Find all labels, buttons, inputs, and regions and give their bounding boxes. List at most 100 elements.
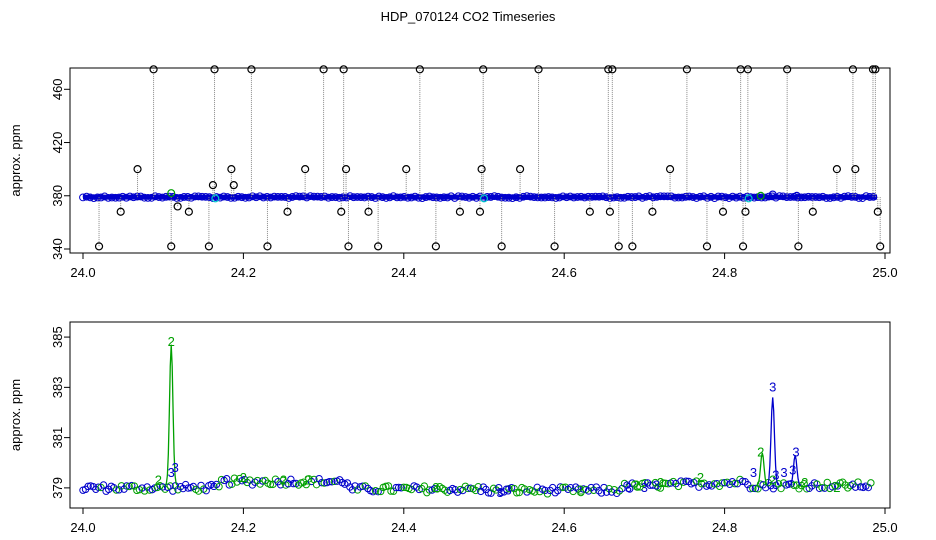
spike-point: [614, 242, 623, 251]
baseline-point: [616, 193, 625, 202]
baseline-point: [717, 192, 726, 201]
point-label-2: 2: [280, 472, 287, 487]
y-tick-label: 380: [50, 185, 65, 207]
spike-point: [628, 242, 637, 251]
y-axis-label: approx. ppm: [8, 379, 23, 451]
highlight-point: [211, 194, 220, 203]
point-label-3: 3: [772, 467, 779, 482]
baseline-point: [867, 479, 875, 487]
baseline-point: [364, 484, 372, 493]
baseline-point: [361, 482, 370, 490]
baseline-point: [490, 192, 499, 201]
baseline-point: [587, 483, 595, 492]
point-label-2: 2: [304, 472, 311, 487]
highlight-point: [167, 189, 176, 198]
baseline-point: [234, 192, 243, 201]
baseline-point: [271, 475, 280, 483]
spike-point: [374, 242, 383, 251]
baseline-point: [615, 487, 624, 495]
y-tick-label: 340: [50, 238, 65, 260]
spike-point: [283, 207, 292, 216]
spike-point: [344, 242, 353, 251]
point-label-3: 3: [780, 465, 787, 480]
baseline-point: [223, 475, 231, 483]
x-tick-label: 24.8: [712, 265, 737, 280]
baseline-point: [718, 479, 726, 487]
baseline-point: [122, 482, 131, 490]
point-label-2: 2: [697, 470, 704, 485]
baseline-point: [659, 479, 667, 487]
spike-point: [184, 207, 193, 216]
spike-point: [515, 165, 525, 174]
x-tick-label: 24.2: [231, 265, 256, 280]
x-tick-label: 24.4: [391, 520, 416, 535]
baseline-point: [387, 487, 395, 495]
baseline-point: [115, 486, 123, 494]
spike-point: [415, 65, 424, 74]
baseline-point: [869, 192, 878, 201]
baseline-point: [377, 487, 385, 496]
x-tick-label: 24.6: [552, 265, 577, 280]
spike-point: [682, 65, 692, 74]
point-label-2: 2: [801, 475, 808, 490]
baseline-point: [785, 480, 793, 488]
point-label-3: 3: [789, 462, 796, 477]
baseline-point: [382, 194, 391, 202]
baseline-point: [375, 192, 383, 201]
baseline-point: [176, 193, 185, 202]
baseline-point: [403, 193, 412, 202]
y-tick-label: 379: [50, 477, 65, 499]
x-tick-label: 25.0: [872, 520, 897, 535]
baseline-point: [663, 192, 672, 201]
baseline-point: [346, 192, 354, 201]
baseline-point: [397, 484, 405, 492]
baseline-point: [144, 193, 152, 202]
baseline-point: [389, 192, 398, 201]
baseline-point: [151, 192, 160, 201]
baseline-point: [751, 484, 760, 493]
baseline-point: [649, 193, 658, 202]
baseline-point: [579, 485, 588, 493]
baseline-point: [458, 192, 466, 201]
spike-point: [479, 65, 488, 74]
baseline-point: [851, 192, 860, 201]
baseline-point: [418, 194, 427, 202]
baseline-point: [764, 192, 773, 201]
plot-frame: [69, 321, 891, 509]
baseline-point: [450, 194, 459, 202]
spike-point: [851, 165, 860, 174]
baseline-point: [325, 477, 334, 486]
spike-point: [783, 65, 792, 74]
baseline-point: [348, 486, 357, 494]
point-label-3: 3: [769, 379, 776, 394]
spike-point: [116, 207, 125, 216]
baseline-point: [374, 487, 382, 496]
baseline-point: [743, 192, 751, 201]
baseline-point: [685, 192, 694, 201]
spike-point: [301, 165, 310, 174]
baseline-point: [451, 486, 459, 494]
baseline-point: [277, 193, 286, 201]
peak-trace: [789, 455, 802, 486]
spike-point: [648, 207, 657, 216]
baseline-point: [559, 483, 567, 492]
baseline-point: [566, 484, 575, 492]
peak-trace: [164, 344, 178, 486]
point-label-2: 2: [757, 445, 764, 460]
baseline-point: [494, 192, 502, 201]
point-label-2: 2: [240, 470, 247, 485]
spike-point: [263, 242, 272, 251]
baseline-point: [692, 194, 701, 202]
spike-point: [743, 65, 752, 74]
spike-point: [665, 165, 675, 174]
baseline-point: [826, 194, 834, 202]
baseline-point: [607, 488, 616, 496]
baseline-point: [111, 193, 120, 202]
plot-frame: [69, 67, 891, 254]
baseline-point: [219, 192, 228, 201]
point-label-2: 2: [769, 472, 776, 487]
baseline-point: [400, 483, 408, 492]
baseline-point: [471, 486, 480, 495]
baseline-point: [97, 483, 105, 492]
